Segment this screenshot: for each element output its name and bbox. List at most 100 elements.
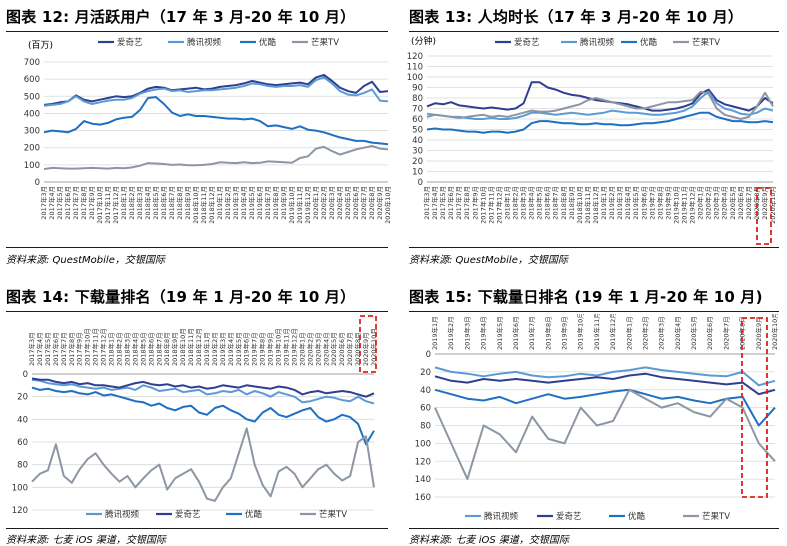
y-tick-label: 300 bbox=[24, 127, 40, 137]
y-tick-label: 80 bbox=[412, 94, 423, 104]
x-tick-label: 2019年6月 bbox=[255, 186, 264, 220]
series-line-iqiyi bbox=[434, 372, 776, 396]
x-tick-label: 2017年12月 bbox=[99, 328, 108, 366]
legend-label: 芒果TV bbox=[692, 37, 720, 48]
x-tick-label: 2019年4月 bbox=[226, 332, 235, 366]
x-tick-label: 2020年7月 bbox=[744, 186, 753, 220]
legend-label: 爱奇艺 bbox=[117, 37, 143, 48]
y-tick-label: 40 bbox=[420, 386, 431, 396]
highlight-box bbox=[756, 187, 772, 245]
y-tick-label: 80 bbox=[17, 461, 28, 471]
legend-label: 芒果TV bbox=[702, 511, 730, 522]
x-tick-label: 2018年6月 bbox=[146, 332, 155, 366]
x-tick-label: 2020年4月 bbox=[720, 186, 729, 220]
highlight-box bbox=[359, 315, 377, 373]
x-tick-label: 2020年2月 bbox=[640, 316, 649, 350]
x-tick-label: 2020年6月 bbox=[705, 316, 714, 350]
x-tick-label: 2017年8月 bbox=[79, 186, 88, 220]
x-tick-label: 2019年4月 bbox=[479, 316, 488, 350]
x-tick-label: 2017年3月 bbox=[27, 332, 36, 366]
x-tick-label: 2020年3月 bbox=[712, 186, 721, 220]
y-tick-label: 60 bbox=[412, 115, 423, 125]
x-tick-label: 2020年9月 bbox=[754, 316, 763, 350]
series-line-iqiyi bbox=[43, 73, 389, 106]
x-tick-label: 2018年3月 bbox=[122, 332, 131, 366]
y-tick-label: 0 bbox=[35, 178, 40, 188]
y-tick-label: 20 bbox=[17, 393, 28, 403]
x-tick-label: 2019年6月 bbox=[639, 186, 648, 220]
x-tick-label: 2019年11月 bbox=[592, 314, 601, 350]
x-tick-label: 2017年11月 bbox=[486, 186, 495, 224]
y-tick-label: 10 bbox=[412, 168, 423, 178]
x-tick-label: 2018年9月 bbox=[170, 332, 179, 366]
legend-label: 芒果TV bbox=[311, 37, 339, 48]
x-tick-label: 2017年11月 bbox=[91, 328, 100, 366]
x-tick-label: 2020年10月 bbox=[383, 186, 392, 224]
title-rule bbox=[409, 311, 779, 312]
x-tick-label: 2019年10月 bbox=[576, 314, 585, 350]
x-tick-label: 2020年5月 bbox=[689, 316, 698, 350]
legend-label: 腾讯视频 bbox=[580, 37, 615, 48]
y-tick-label: 30 bbox=[412, 147, 423, 157]
y-tick-label: 120 bbox=[415, 457, 431, 467]
x-tick-label: 2020年1月 bbox=[297, 332, 306, 366]
x-tick-label: 2018年4月 bbox=[143, 186, 152, 220]
x-tick-label: 2017年3月 bbox=[39, 186, 48, 220]
x-tick-label: 2019年4月 bbox=[239, 186, 248, 220]
x-tick-label: 2018年8月 bbox=[162, 332, 171, 366]
y-tick-label: 0 bbox=[426, 350, 431, 360]
series-line-tencent bbox=[31, 378, 375, 405]
x-tick-label: 2020年7月 bbox=[345, 332, 354, 366]
x-tick-label: 2019年1月 bbox=[599, 186, 608, 220]
x-tick-label: 2017年3月 bbox=[422, 186, 431, 220]
series-line-iqiyi bbox=[31, 377, 375, 398]
series-line-youku bbox=[434, 388, 776, 427]
legend-label: 芒果TV bbox=[319, 509, 347, 520]
y-tick-label: 50 bbox=[412, 126, 423, 136]
x-tick-label: 2019年2月 bbox=[446, 316, 455, 350]
figure-title: 图表 14: 下载量排名（19 年 1 月-20 年 10 月） bbox=[6, 288, 356, 306]
y-tick-label: 120 bbox=[407, 52, 423, 62]
x-tick-label: 2020年9月 bbox=[361, 332, 370, 366]
y-tick-label: 90 bbox=[412, 84, 423, 94]
x-tick-label: 2019年12月 bbox=[608, 314, 617, 350]
x-tick-label: 2020年4月 bbox=[335, 186, 344, 220]
x-tick-label: 2019年11月 bbox=[295, 186, 304, 224]
x-tick-label: 2018年11月 bbox=[199, 186, 208, 224]
x-tick-label: 2018年4月 bbox=[130, 332, 139, 366]
y-tick-label: 20 bbox=[412, 157, 423, 167]
source-note: 资料来源: QuestMobile，交银国际 bbox=[6, 255, 165, 266]
x-tick-label: 2018年7月 bbox=[551, 186, 560, 220]
x-tick-label: 2017年7月 bbox=[59, 332, 68, 366]
legend-label: 爱奇艺 bbox=[514, 37, 540, 48]
x-tick-label: 2017年9月 bbox=[75, 332, 84, 366]
x-tick-label: 2017年5月 bbox=[55, 186, 64, 220]
x-tick-label: 2019年8月 bbox=[258, 332, 267, 366]
x-tick-label: 2017年6月 bbox=[63, 186, 72, 220]
x-tick-label: 2017年4月 bbox=[47, 186, 56, 220]
x-tick-label: 2019年6月 bbox=[511, 316, 520, 350]
x-tick-label: 2020年3月 bbox=[313, 332, 322, 366]
x-tick-label: 2019年1月 bbox=[215, 186, 224, 220]
figure-title: 图表 13: 人均时长（17 年 3 月-20 年 10 月） bbox=[409, 8, 744, 26]
x-tick-label: 2019年12月 bbox=[303, 186, 312, 224]
x-tick-label: 2019年6月 bbox=[242, 332, 251, 366]
y-tick-label: 70 bbox=[412, 105, 423, 115]
title-rule bbox=[6, 31, 388, 32]
x-tick-label: 2018年4月 bbox=[527, 186, 536, 220]
x-tick-label: 2019年11月 bbox=[679, 186, 688, 224]
mau-line-chart: (百万) 0 100 200 300 400 500 600 700 2017年3月 2017年4月… bbox=[24, 37, 392, 224]
series-line-mango bbox=[434, 388, 776, 481]
x-tick-label: 2018年7月 bbox=[167, 186, 176, 220]
x-tick-label: 2018年1月 bbox=[107, 332, 116, 366]
x-tick-label: 2020年10月 bbox=[768, 186, 777, 224]
x-tick-label: 2019年9月 bbox=[560, 316, 569, 350]
x-tick-label: 2020年2月 bbox=[704, 186, 713, 220]
x-tick-label: 2019年5月 bbox=[247, 186, 256, 220]
y-tick-label: 40 bbox=[17, 415, 28, 425]
figure-title: 图表 12: 月活跃用户（17 年 3 月-20 年 10 月） bbox=[6, 8, 356, 26]
x-tick-label: 2020年5月 bbox=[728, 186, 737, 220]
legend-label: 腾讯视频 bbox=[187, 37, 222, 48]
x-tick-label: 2018年6月 bbox=[543, 186, 552, 220]
x-tick-label: 2018年11月 bbox=[583, 186, 592, 224]
